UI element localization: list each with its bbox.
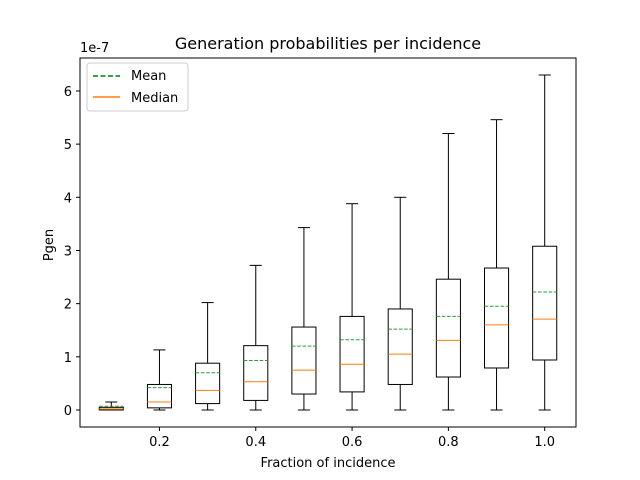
y-offset-label: 1e-7 — [80, 41, 109, 56]
x-tick-label: 0.4 — [245, 435, 266, 450]
y-axis-title: Pgen — [42, 229, 57, 261]
x-tick-label: 0.6 — [342, 435, 363, 450]
plot-area — [79, 57, 577, 428]
iqr-box — [484, 267, 510, 369]
iqr-box — [291, 326, 317, 395]
box-group — [532, 74, 558, 411]
y-tick-label: 2 — [64, 298, 72, 313]
y-tick-label: 1 — [64, 351, 72, 366]
y-tick-label: 5 — [64, 138, 72, 153]
x-axis-title: Fraction of incidence — [261, 456, 396, 471]
iqr-box — [532, 245, 558, 361]
iqr-box — [146, 383, 172, 409]
iqr-box — [435, 278, 461, 378]
x-tick-label: 1.0 — [534, 435, 555, 450]
iqr-box — [243, 345, 269, 401]
legend-mean-label: Mean — [131, 69, 166, 84]
box-group — [98, 401, 124, 411]
x-tick-label: 0.8 — [438, 435, 459, 450]
y-tick-label: 6 — [64, 85, 72, 100]
box-group — [291, 227, 317, 411]
plot-frame — [79, 57, 577, 428]
legend: Mean Median — [86, 62, 189, 112]
x-tick-label: 0.2 — [149, 435, 170, 450]
iqr-box — [195, 362, 221, 405]
box-group — [435, 133, 461, 411]
y-tick-label: 0 — [64, 404, 72, 419]
box-group — [387, 196, 413, 411]
iqr-box — [339, 315, 365, 393]
legend-median-label: Median — [131, 91, 178, 106]
box-layer — [98, 74, 558, 411]
box-group — [195, 302, 221, 411]
x-axis: 0.2 0.4 0.6 0.8 1.0 — [149, 427, 555, 450]
box-group — [484, 119, 510, 411]
iqr-box — [387, 308, 413, 385]
y-tick-label: 3 — [64, 244, 72, 259]
box-group — [243, 264, 269, 411]
chart-title: Generation probabilities per incidence — [175, 34, 481, 53]
box-group — [339, 203, 365, 411]
y-tick-label: 4 — [64, 191, 72, 206]
legend-frame — [86, 62, 189, 112]
box-group — [146, 349, 172, 411]
y-axis: 0 1 2 3 4 5 6 — [64, 85, 80, 419]
